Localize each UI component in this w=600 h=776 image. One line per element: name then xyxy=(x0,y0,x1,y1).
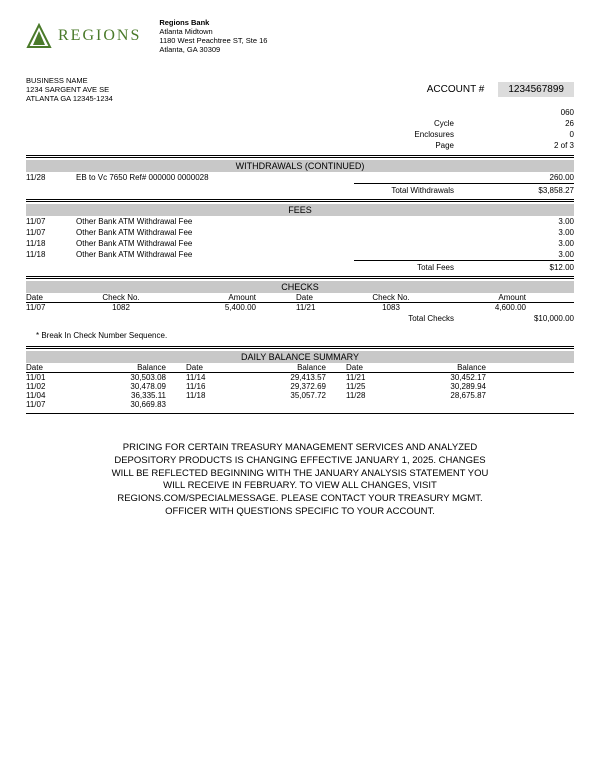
withdrawals-title: WITHDRAWALS (CONTINUED) xyxy=(26,160,574,172)
meta-value: 2 of 3 xyxy=(514,141,574,150)
bank-name: Regions Bank xyxy=(159,18,267,27)
table-row: 11/18Other Bank ATM Withdrawal Fee3.00 xyxy=(26,238,574,249)
fees-title: FEES xyxy=(26,204,574,216)
bank-address: Regions Bank Atlanta Midtown 1180 West P… xyxy=(159,18,267,54)
logo: REGIONS xyxy=(26,18,141,54)
withdrawals-total-value: $3,858.27 xyxy=(494,186,574,195)
checks-title: CHECKS xyxy=(26,281,574,293)
bank-addr2: 1180 West Peachtree ST, Ste 16 xyxy=(159,36,267,45)
checks-total: Total Checks $10,000.00 xyxy=(26,312,574,325)
meta-label: Cycle xyxy=(394,119,514,128)
header: REGIONS Regions Bank Atlanta Midtown 118… xyxy=(26,18,574,54)
notice-text: PRICING FOR CERTAIN TREASURY MANAGEMENT … xyxy=(26,442,574,519)
meta-label xyxy=(394,108,514,117)
withdrawals-total: Total Withdrawals $3,858.27 xyxy=(26,184,574,197)
logo-text: REGIONS xyxy=(58,27,141,45)
bank-addr3: Atlanta, GA 30309 xyxy=(159,45,267,54)
fees-total-value: $12.00 xyxy=(494,263,574,272)
customer-address: BUSINESS NAME 1234 SARGENT AVE SE ATLANT… xyxy=(26,76,113,103)
table-row: 11/07Other Bank ATM Withdrawal Fee3.00 xyxy=(26,227,574,238)
customer-addr2: ATLANTA GA 12345-1234 xyxy=(26,94,113,103)
fees-total: Total Fees $12.00 xyxy=(26,261,574,274)
checks-total-label: Total Checks xyxy=(354,314,494,323)
checks-total-value: $10,000.00 xyxy=(494,314,574,323)
meta-label: Enclosures xyxy=(394,130,514,139)
meta-value: 26 xyxy=(514,119,574,128)
table-row: 11/0730,669.83 xyxy=(26,400,574,409)
table-row: 11/07Other Bank ATM Withdrawal Fee3.00 xyxy=(26,216,574,227)
meta-label: Page xyxy=(394,141,514,150)
balance-title: DAILY BALANCE SUMMARY xyxy=(26,351,574,363)
bank-addr1: Atlanta Midtown xyxy=(159,27,267,36)
table-row: 11/0710825,400.0011/2110834,600.00 xyxy=(26,303,574,312)
customer-addr1: 1234 SARGENT AVE SE xyxy=(26,85,113,94)
table-row: 11/18Other Bank ATM Withdrawal Fee3.00 xyxy=(26,249,574,260)
table-row: 11/28EB to Vc 7650 Ref# 000000 000002826… xyxy=(26,172,574,183)
checks-note: * Break In Check Number Sequence. xyxy=(26,325,574,344)
account-number: 1234567899 xyxy=(498,82,574,97)
fees-total-label: Total Fees xyxy=(354,263,494,272)
account-number-row: ACCOUNT # 1234567899 xyxy=(427,76,574,103)
table-row: 11/0230,478.0911/1629,372.6911/2530,289.… xyxy=(26,382,574,391)
meta-value: 0 xyxy=(514,130,574,139)
table-row: 11/0436,335.1111/1835,057.7211/2828,675.… xyxy=(26,391,574,400)
logo-icon xyxy=(26,23,52,49)
account-block: BUSINESS NAME 1234 SARGENT AVE SE ATLANT… xyxy=(26,76,574,103)
checks-header: Date Check No. Amount Date Check No. Amo… xyxy=(26,293,574,303)
withdrawals-total-label: Total Withdrawals xyxy=(354,186,494,195)
meta-value: 060 xyxy=(514,108,574,117)
account-label: ACCOUNT # xyxy=(427,84,485,95)
account-meta: 060Cycle26Enclosures0Page2 of 3 xyxy=(354,107,574,151)
table-row: 11/0130,503.0811/1429,413.5711/2130,452.… xyxy=(26,373,574,382)
customer-name: BUSINESS NAME xyxy=(26,76,113,85)
balance-header: Date Balance Date Balance Date Balance xyxy=(26,363,574,373)
